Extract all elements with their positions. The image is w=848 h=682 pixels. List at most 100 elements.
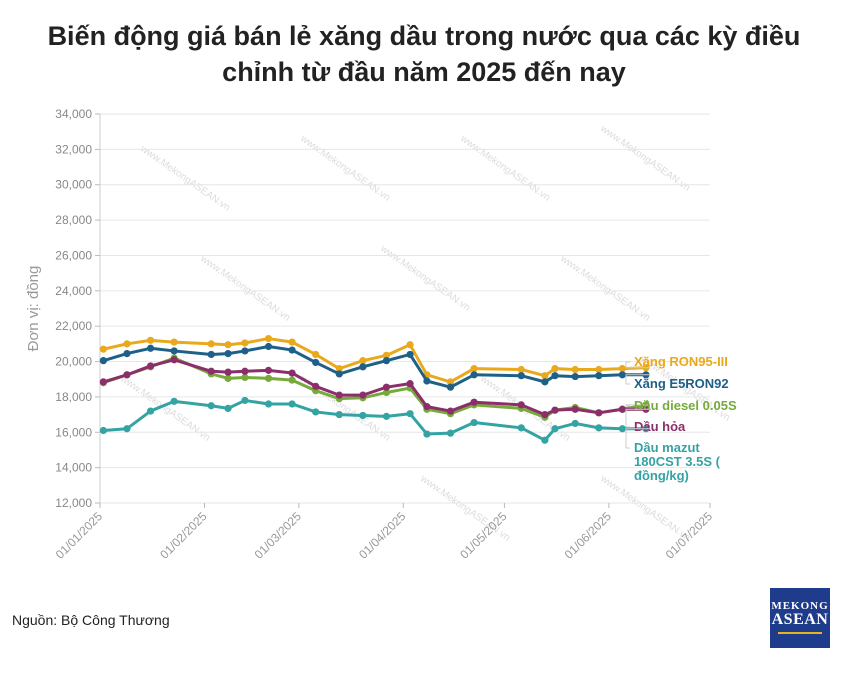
data-point — [170, 397, 178, 405]
data-point — [264, 334, 273, 343]
data-point — [382, 357, 391, 365]
label-connector — [625, 374, 650, 385]
data-point — [406, 380, 414, 388]
watermark-text: www.MekongASEAN.vn — [457, 133, 552, 204]
data-point — [146, 344, 155, 352]
data-point — [551, 372, 559, 380]
series-label-line: đồng/kg) — [634, 468, 689, 483]
series-group — [99, 356, 650, 419]
data-point — [595, 409, 603, 417]
logo-line1: MEKONG — [771, 600, 829, 612]
series-label: Xăng RON95-III — [634, 354, 728, 369]
data-point — [207, 367, 215, 375]
data-point — [470, 398, 478, 406]
data-point — [359, 411, 367, 420]
watermark-text: www.MekongASEAN.vn — [137, 143, 232, 214]
watermark-text: www.MekongASEAN.vn — [557, 253, 652, 324]
data-point — [264, 366, 273, 374]
data-point — [359, 391, 367, 399]
x-tick-label: 01/03/2025 — [252, 509, 305, 562]
data-point — [224, 349, 232, 358]
data-point — [571, 405, 579, 413]
series-label: Dầu mazut 180CST 3.5S (đồng/kg) — [634, 440, 721, 483]
watermark-text: www.MekongASEAN.vn — [597, 473, 692, 544]
data-point — [595, 424, 603, 432]
data-point — [224, 368, 232, 376]
y-tick-label: 26,000 — [55, 248, 92, 262]
data-point — [241, 339, 249, 347]
logo-underline — [778, 632, 822, 634]
data-point — [170, 356, 178, 364]
y-tick-label: 18,000 — [55, 390, 92, 404]
y-tick-label: 32,000 — [55, 142, 92, 156]
data-point — [571, 365, 579, 374]
chart-title-line2: chỉnh từ đầu năm 2025 đến nay — [222, 57, 626, 87]
series-group — [99, 342, 650, 391]
label-connector — [625, 428, 650, 449]
data-point — [517, 401, 525, 409]
data-point — [551, 406, 559, 414]
label-connector — [625, 404, 650, 407]
data-point — [288, 338, 296, 346]
y-tick-label: 22,000 — [55, 319, 92, 333]
data-point — [264, 374, 273, 382]
data-point — [446, 383, 455, 391]
data-point — [207, 340, 215, 348]
y-tick-label: 20,000 — [55, 355, 92, 369]
x-tick-label: 01/02/2025 — [157, 509, 210, 562]
data-point — [170, 338, 178, 346]
y-tick-label: 16,000 — [55, 425, 92, 439]
data-point — [241, 373, 249, 382]
data-point — [470, 371, 478, 379]
chart-title-line1: Biến động giá bán lẻ xăng dầu trong nước… — [47, 21, 801, 51]
data-point — [423, 377, 431, 385]
data-point — [264, 342, 273, 351]
mekong-asean-logo: MEKONG ASEAN — [770, 588, 830, 648]
x-tick-label: 01/06/2025 — [562, 509, 615, 562]
data-point — [241, 396, 249, 405]
data-point — [241, 347, 249, 355]
x-tick-label: 01/07/2025 — [663, 509, 716, 562]
data-point — [207, 350, 215, 359]
data-point — [359, 363, 367, 371]
data-point — [335, 365, 343, 373]
data-point — [224, 341, 232, 349]
data-point — [541, 372, 549, 380]
data-point — [446, 378, 455, 386]
data-point — [517, 372, 525, 380]
data-point — [123, 340, 131, 348]
data-point — [312, 350, 320, 359]
y-tick-label: 28,000 — [55, 213, 92, 227]
series-line — [102, 345, 646, 389]
data-point — [146, 407, 155, 415]
data-point — [146, 362, 155, 370]
data-point — [207, 402, 215, 410]
data-point — [170, 347, 178, 355]
series-label: Dầu diesel 0.05S — [634, 398, 737, 413]
data-point — [382, 412, 391, 420]
data-point — [224, 404, 232, 413]
data-point — [123, 371, 131, 379]
data-point — [335, 391, 343, 399]
series-group — [99, 396, 650, 444]
watermark-text: www.MekongASEAN.vn — [197, 253, 292, 324]
watermark-text: www.MekongASEAN.vn — [297, 133, 392, 204]
data-point — [423, 403, 431, 411]
watermark-text: www.MekongASEAN.vn — [117, 373, 212, 444]
data-point — [541, 436, 549, 444]
line-chart: www.MekongASEAN.vn www.MekongASEAN.vn www.… — [25, 107, 737, 562]
data-point — [618, 405, 626, 413]
chart-title: Biến động giá bán lẻ xăng dầu trong nước… — [0, 18, 848, 90]
data-point — [288, 369, 296, 377]
y-tick-label: 14,000 — [55, 461, 92, 475]
data-point — [382, 351, 391, 359]
data-point — [382, 383, 391, 391]
data-point — [517, 365, 525, 374]
data-point — [123, 349, 131, 358]
data-point — [288, 400, 296, 408]
data-point — [99, 378, 107, 386]
series-label: Xăng E5RON92 — [634, 376, 729, 391]
data-point — [595, 365, 603, 374]
data-point — [99, 357, 107, 365]
series-label-line: Dầu mazut — [634, 440, 700, 455]
